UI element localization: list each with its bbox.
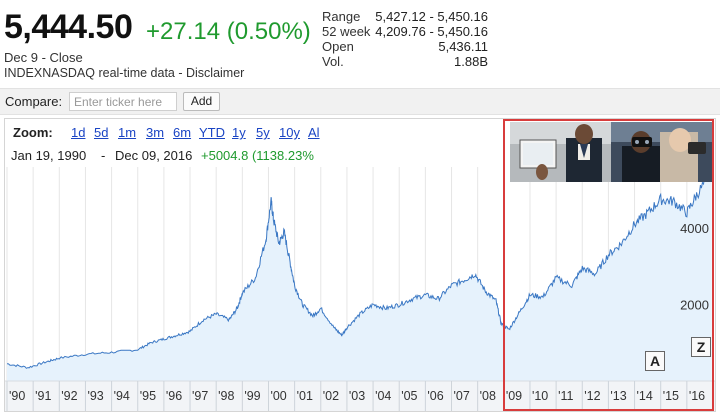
compare-label: Compare: <box>5 94 63 109</box>
x-tick-label: '99 <box>244 389 260 403</box>
range-separator: - <box>101 148 106 163</box>
stat-label: Range <box>322 9 361 24</box>
x-tick-label: '93 <box>87 389 103 403</box>
x-tick-label: '11 <box>558 389 573 403</box>
x-tick-label: '16 <box>689 389 705 403</box>
x-tick-label: '00 <box>270 389 286 403</box>
price-change: +27.14 (0.50%) <box>146 18 311 45</box>
x-tick-label: '05 <box>401 389 417 403</box>
data-source: INDEXNASDAQ real-time data - Disclaimer <box>4 66 245 80</box>
zoom-6m[interactable]: 6m <box>173 125 192 140</box>
x-tick-label: '12 <box>584 389 600 403</box>
y-tick-label: 2000 <box>680 298 709 313</box>
y-tick-label: 4000 <box>680 221 709 236</box>
stat-row-range: Range 5,427.12 - 5,450.16 <box>322 9 488 24</box>
x-tick-label: '07 <box>454 389 470 403</box>
x-tick-label: '14 <box>637 389 653 403</box>
stat-value: 5,427.12 - 5,450.16 <box>375 9 488 24</box>
x-tick-label: '94 <box>114 389 130 403</box>
annotation-a-widget[interactable]: A <box>645 351 665 371</box>
annotation-z-widget[interactable]: Z <box>691 337 711 357</box>
add-button[interactable]: Add <box>183 92 220 111</box>
timeline-strip[interactable] <box>5 381 715 411</box>
range-change: +5004.8 (1138.23% <box>201 148 314 163</box>
stat-row-volume: Vol. 1.88B <box>322 54 488 69</box>
zoom-label: Zoom: <box>13 125 53 140</box>
zoom-1m[interactable]: 1m <box>118 125 137 140</box>
x-axis-labels: '90 '91 '92 '93 '94 '95 '96 '97 '98 '99 '00 '01 '02 '… <box>6 381 705 411</box>
chart-panel: 2000 4000 '90'91'92'93'94'95'96'97'98'99 '… <box>4 118 716 412</box>
y-axis-labels: 2000 4000 <box>680 221 709 312</box>
range-end-date[interactable]: Dec 09, 2016 <box>115 148 193 163</box>
x-tick-label: '02 <box>323 389 339 403</box>
x-tick-label: '95 <box>140 389 156 403</box>
compare-bar: Compare: Add <box>0 88 720 115</box>
current-price: 5,444.50 <box>4 8 133 46</box>
quote-date: Dec 9 - Close <box>4 50 83 65</box>
price-area-fill <box>7 172 712 381</box>
x-tick-label: '96 <box>166 389 182 403</box>
x-tick-label: '98 <box>218 389 234 403</box>
x-tick-label: '04 <box>375 389 391 403</box>
ticker-input[interactable] <box>69 92 177 111</box>
x-tick-label: '91 <box>35 389 51 403</box>
price-line <box>6 172 713 369</box>
x-tick-label: '10 <box>532 389 548 403</box>
inset-photo-image <box>510 122 712 182</box>
x-tick-label: '92 <box>61 389 77 403</box>
stat-label: Vol. <box>322 54 344 69</box>
stat-label: 52 week <box>322 24 371 39</box>
zoom-3m[interactable]: 3m <box>146 125 165 140</box>
x-tick-label: '08 <box>480 389 496 403</box>
quote-header: 5,444.50 +27.14 (0.50%) Dec 9 - Close IN… <box>0 0 720 88</box>
zoom-all[interactable]: Al <box>308 125 320 140</box>
zoom-5y[interactable]: 5y <box>256 125 270 140</box>
stat-value: 5,436.11 <box>438 39 488 54</box>
stat-value: 4,209.76 - 5,450.16 <box>375 24 488 39</box>
x-tick-label: '97 <box>192 389 208 403</box>
stat-row-open: Open 5,436.11 <box>322 39 488 54</box>
inset-photo <box>510 122 712 182</box>
zoom-5d[interactable]: 5d <box>94 125 109 140</box>
zoom-1d[interactable]: 1d <box>71 125 86 140</box>
zoom-ytd[interactable]: YTD <box>199 125 225 140</box>
range-start-date[interactable]: Jan 19, 1990 <box>11 148 87 163</box>
x-tick-label: '09 <box>506 389 522 403</box>
x-tick-label: '13 <box>610 389 626 403</box>
x-tick-label: '03 <box>349 389 365 403</box>
x-tick-label: '06 <box>427 389 443 403</box>
x-tick-label: '01 <box>297 389 313 403</box>
stat-label: Open <box>322 39 354 54</box>
x-tick-label: '15 <box>663 389 679 403</box>
x-tick-label: '90 <box>9 389 25 403</box>
stat-row-52-week: 52 week 4,209.76 - 5,450.16 <box>322 24 488 39</box>
stats-table: Range 5,427.12 - 5,450.16 52 week 4,209.… <box>322 9 488 69</box>
zoom-10y[interactable]: 10y <box>279 125 300 140</box>
stat-value: 1.88B <box>454 54 488 69</box>
zoom-1y[interactable]: 1y <box>232 125 246 140</box>
